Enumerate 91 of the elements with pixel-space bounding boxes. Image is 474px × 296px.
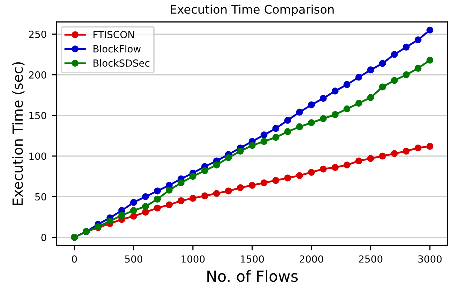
point bbox=[272, 177, 280, 184]
point bbox=[237, 184, 244, 192]
point bbox=[284, 128, 292, 136]
point bbox=[260, 132, 268, 139]
point bbox=[130, 207, 138, 214]
y-tick-label: 50 bbox=[36, 193, 47, 201]
point bbox=[178, 180, 185, 187]
y-tick-label: 250 bbox=[29, 30, 47, 38]
point bbox=[296, 124, 304, 131]
x-tick-label: 2500 bbox=[359, 256, 383, 263]
point bbox=[308, 119, 316, 126]
point bbox=[130, 199, 138, 206]
point bbox=[296, 172, 304, 180]
point bbox=[344, 162, 351, 169]
point bbox=[142, 208, 150, 216]
point bbox=[106, 218, 114, 225]
point bbox=[402, 148, 410, 155]
point bbox=[154, 204, 162, 212]
y-axis-title: Execution Time (sec) bbox=[12, 62, 25, 206]
point bbox=[414, 36, 422, 44]
point bbox=[118, 212, 126, 220]
point bbox=[402, 44, 410, 51]
point bbox=[213, 190, 220, 198]
point bbox=[142, 193, 150, 200]
point bbox=[367, 66, 374, 74]
point bbox=[379, 152, 386, 160]
point bbox=[332, 88, 339, 95]
point bbox=[426, 26, 434, 34]
point bbox=[284, 117, 292, 124]
point bbox=[272, 134, 280, 142]
point bbox=[344, 106, 351, 113]
y-tick-label: 100 bbox=[30, 152, 47, 160]
point bbox=[344, 81, 351, 88]
point bbox=[296, 108, 304, 116]
legend-label: FTISCON bbox=[94, 31, 134, 38]
point bbox=[379, 84, 386, 91]
point bbox=[402, 72, 410, 78]
point bbox=[190, 173, 197, 180]
point bbox=[237, 148, 244, 155]
point bbox=[142, 203, 150, 210]
point bbox=[391, 150, 398, 158]
point bbox=[154, 196, 162, 203]
point bbox=[166, 186, 173, 194]
point bbox=[308, 169, 316, 176]
point bbox=[320, 115, 327, 122]
point bbox=[308, 102, 316, 109]
point bbox=[391, 51, 398, 58]
point bbox=[178, 198, 185, 204]
x-tick-label: 3000 bbox=[418, 256, 442, 263]
point bbox=[426, 56, 434, 64]
point bbox=[414, 144, 422, 152]
point bbox=[166, 202, 173, 209]
x-tick-label: 1000 bbox=[182, 256, 205, 263]
point bbox=[260, 180, 268, 187]
legend-label: BlockFlow bbox=[94, 45, 141, 53]
point bbox=[130, 212, 138, 220]
point bbox=[426, 143, 434, 150]
point bbox=[367, 94, 374, 102]
chart-title: Execution Time Comparison bbox=[171, 4, 334, 16]
point bbox=[320, 95, 327, 102]
point bbox=[320, 166, 327, 173]
point bbox=[391, 77, 398, 84]
point bbox=[260, 138, 268, 146]
y-tick-label: 200 bbox=[29, 72, 47, 79]
point bbox=[272, 125, 280, 132]
x-axis-title: No. of Flows bbox=[208, 270, 298, 282]
legend-label: BlockSDSec bbox=[94, 59, 150, 68]
point bbox=[356, 74, 363, 81]
point bbox=[225, 154, 232, 162]
point bbox=[248, 182, 256, 190]
x-tick-label: 2000 bbox=[300, 256, 324, 263]
point bbox=[154, 188, 162, 195]
x-tick-label: 1500 bbox=[241, 256, 264, 263]
point bbox=[332, 164, 339, 172]
point bbox=[202, 167, 208, 174]
point bbox=[379, 60, 386, 68]
point bbox=[284, 174, 292, 182]
y-tick-label: 0 bbox=[42, 234, 47, 242]
point bbox=[332, 111, 339, 118]
point bbox=[367, 155, 374, 162]
point bbox=[225, 188, 232, 195]
point bbox=[356, 158, 363, 165]
x-tick-label: 0 bbox=[72, 256, 78, 263]
point bbox=[248, 142, 256, 150]
y-tick-label: 150 bbox=[30, 112, 47, 120]
point bbox=[414, 65, 422, 72]
point bbox=[202, 192, 208, 200]
point bbox=[356, 100, 363, 107]
point bbox=[213, 162, 220, 169]
point bbox=[190, 195, 197, 202]
x-tick-label: 500 bbox=[125, 256, 143, 263]
